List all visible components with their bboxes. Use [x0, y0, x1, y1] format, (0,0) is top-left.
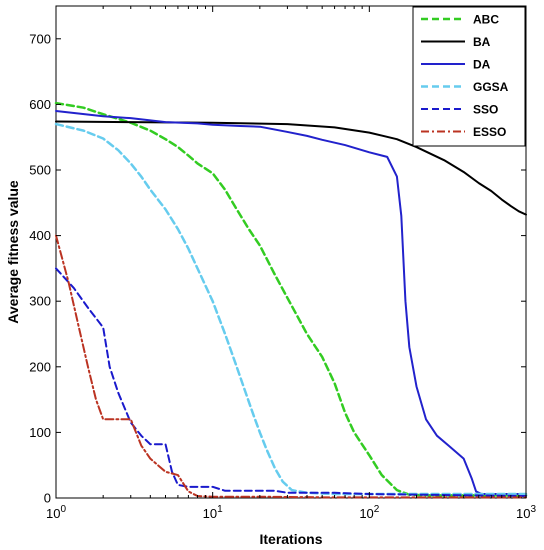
legend-label-abc: ABC: [473, 13, 499, 27]
series-line-sso: [55, 267, 527, 498]
x-tick-label: 103: [516, 504, 536, 521]
series-line-ba: [55, 120, 527, 216]
x-axis-label: Iterations: [259, 531, 322, 547]
legend-label-da: DA: [473, 58, 491, 72]
y-tick-label: 500: [29, 163, 51, 178]
legend-label-ggsa: GGSA: [473, 80, 509, 94]
y-tick-label: 400: [29, 228, 51, 243]
y-tick-label: 300: [29, 294, 51, 309]
y-axis-label: Average fitness value: [5, 180, 21, 324]
legend-label-sso: SSO: [473, 103, 498, 117]
legend-label-ba: BA: [473, 35, 491, 49]
legend: ABC BA DA GGSA SSO ESSO: [412, 6, 526, 147]
legend-box: [412, 6, 526, 147]
y-tick-label: 0: [44, 491, 51, 506]
y-tick-label: 100: [29, 425, 51, 440]
legend-label-esso: ESSO: [473, 125, 506, 139]
x-tick-label: 102: [359, 504, 379, 521]
x-tick-label: 100: [46, 504, 66, 521]
y-tick-label: 200: [29, 359, 51, 374]
y-tick-label: 600: [29, 97, 51, 112]
y-tick-label: 700: [29, 31, 51, 46]
x-tick-label: 101: [203, 504, 223, 521]
series-line-abc: [54, 101, 528, 497]
series-line-da: [55, 109, 527, 496]
